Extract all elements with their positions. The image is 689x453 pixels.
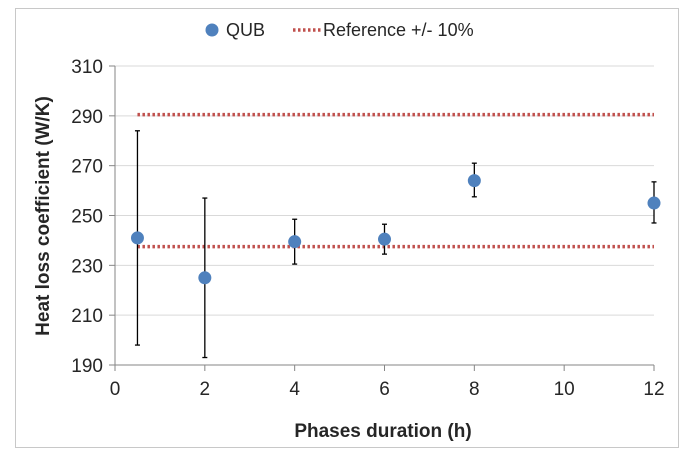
x-tick-labels: 0 2 4 6 8 10 12 [110,379,665,400]
y-tick-label: 250 [71,207,103,228]
legend-reference-label: Reference +/- 10% [323,20,474,40]
data-point [198,271,212,285]
x-tick-label: 10 [554,379,575,400]
legend: QUB Reference +/- 10% [205,20,474,40]
x-tick-label: 8 [469,379,480,400]
qub-points [130,174,661,285]
y-tick-label: 190 [71,356,103,377]
chart-frame [15,8,679,448]
y-tick-label: 270 [71,157,103,178]
data-point [378,232,391,246]
legend-qub-label: QUB [226,20,265,40]
error-bars [134,130,657,359]
x-tick-label: 2 [200,379,211,400]
y-tick-label: 290 [71,107,103,128]
x-tick-label: 4 [289,379,300,400]
data-point [130,231,144,245]
y-tick-label: 310 [71,57,103,78]
y-tick-labels: 190 210 230 250 270 290 310 [71,57,103,377]
data-point [467,174,481,188]
gridlines [109,65,655,371]
reference-lines [137,112,654,249]
x-tick-label: 0 [110,379,121,400]
y-tick-label: 210 [71,306,103,327]
axes [114,66,654,366]
x-tick-label: 6 [379,379,390,400]
x-tick-label: 12 [643,379,664,400]
data-point [288,235,302,249]
data-point [647,196,661,210]
legend-qub-marker [205,23,219,37]
x-axis-title: Phases duration (h) [294,421,471,442]
y-tick-label: 230 [71,256,103,277]
y-axis-title: Heat loss coefficient (W/K) [33,96,54,336]
